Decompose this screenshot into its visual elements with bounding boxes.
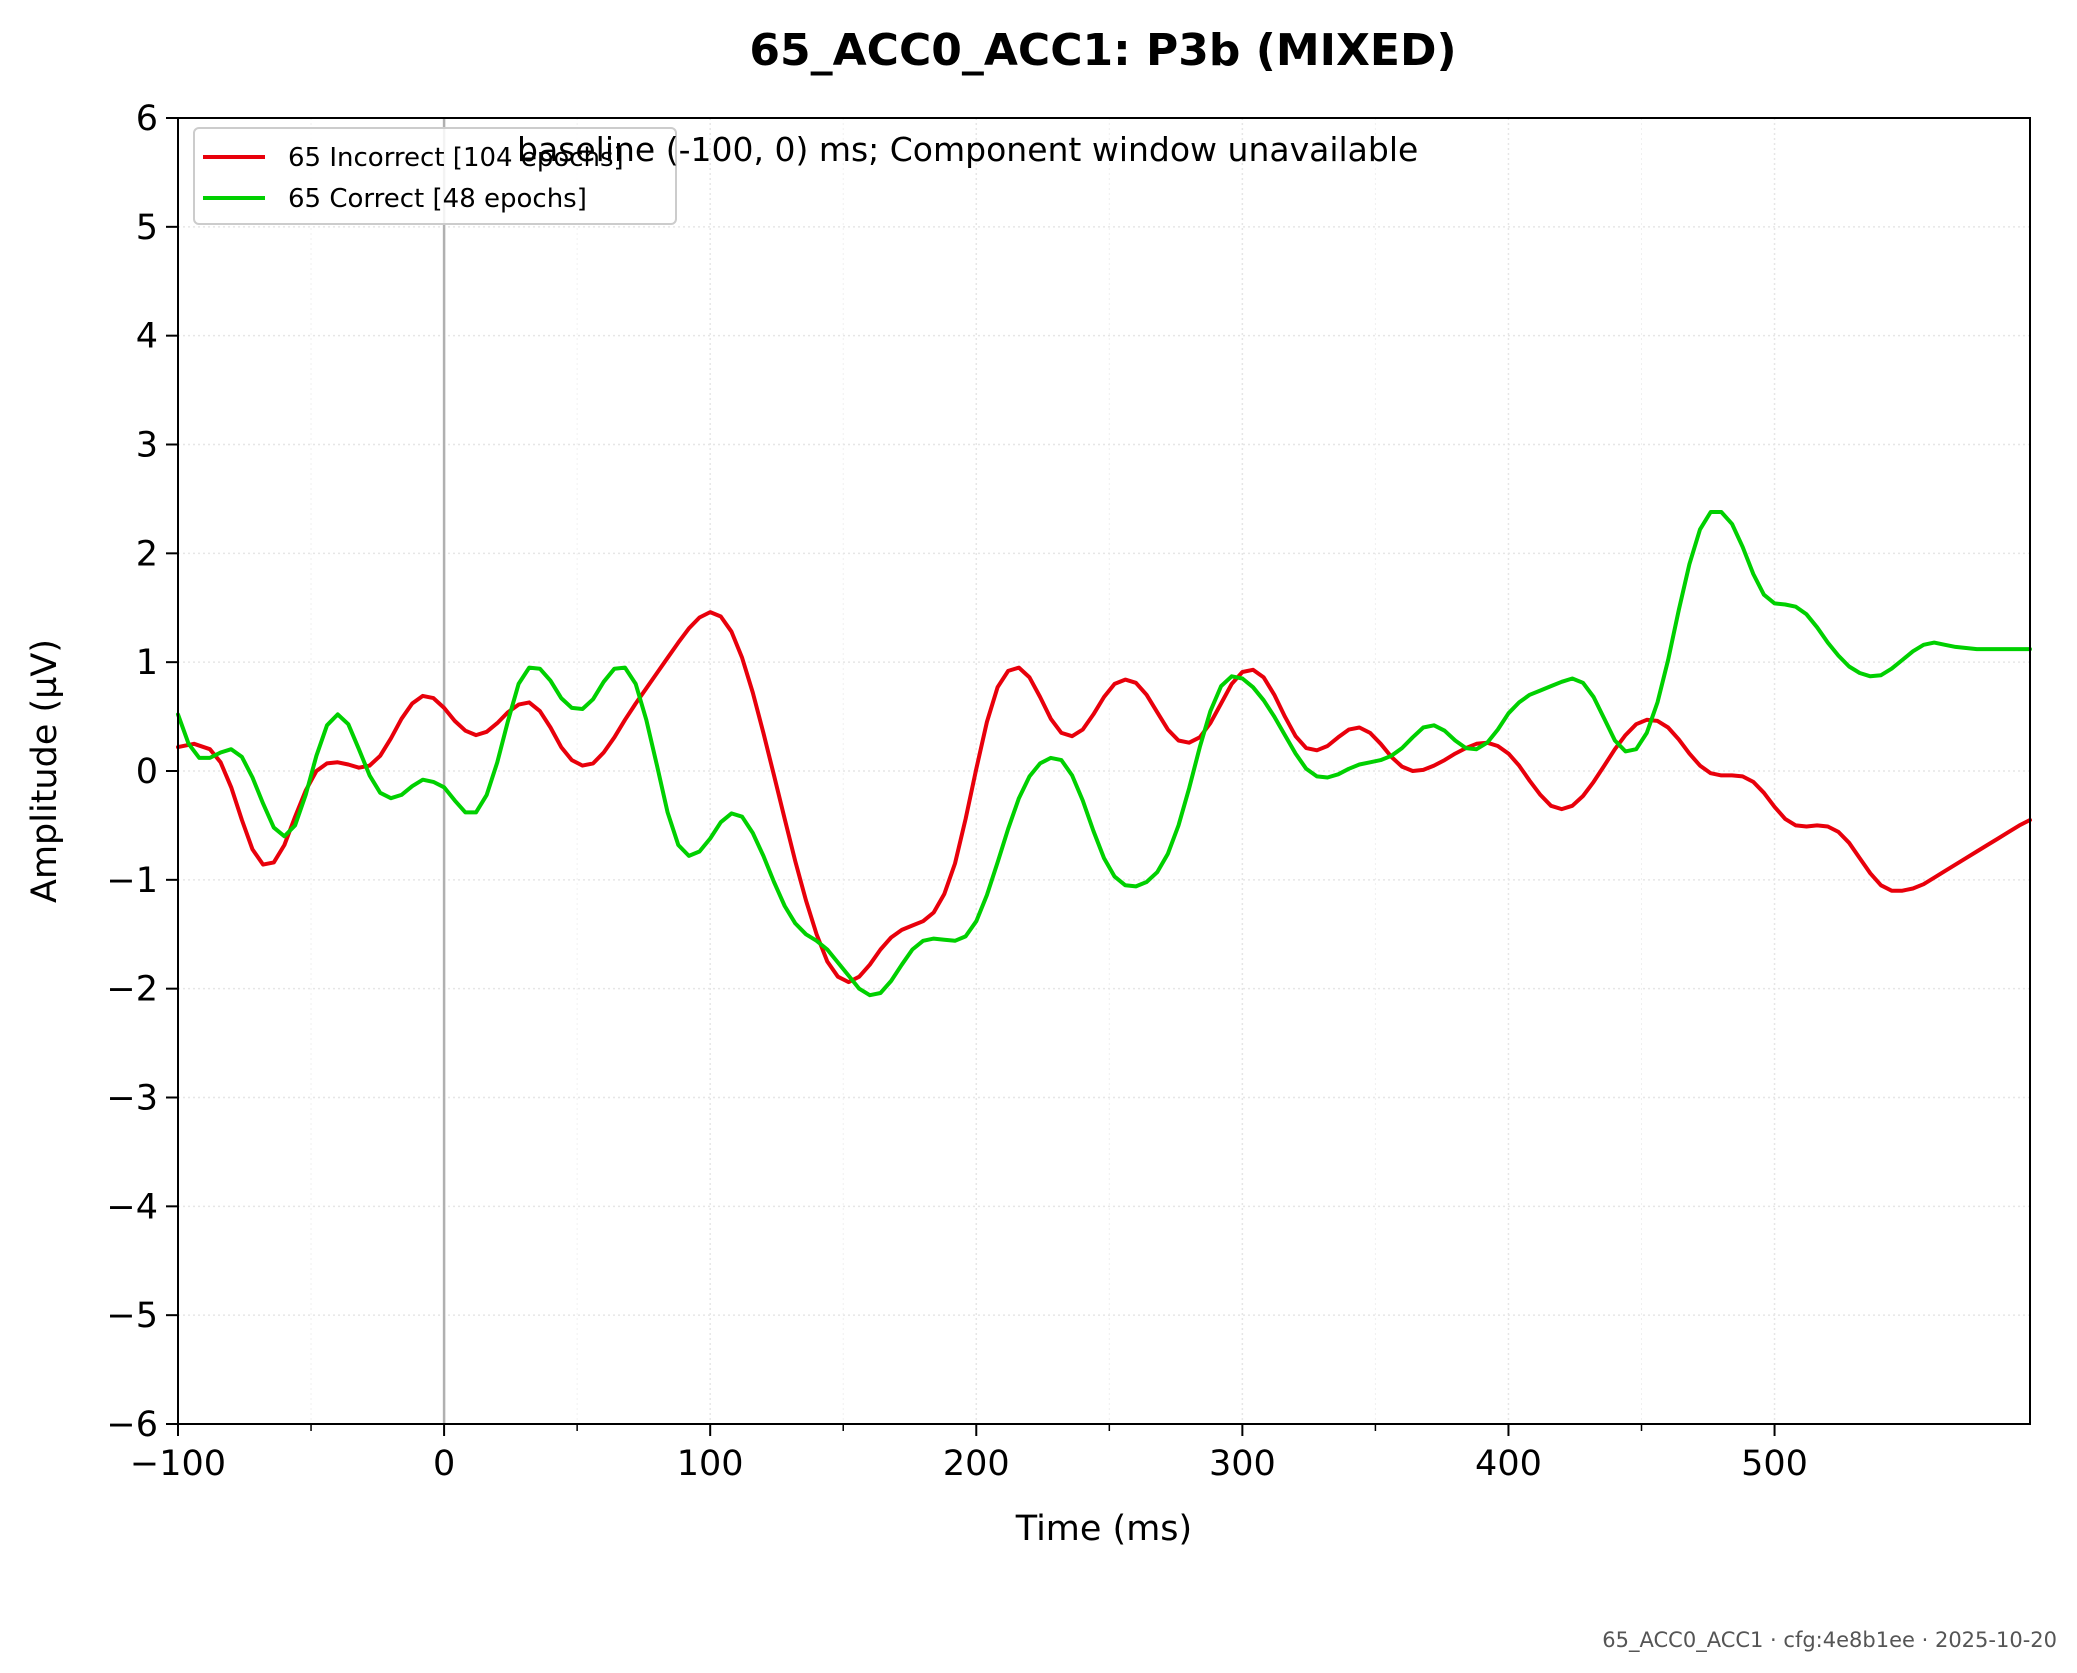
y-tick-label: 3 bbox=[136, 426, 158, 466]
legend: 65 Incorrect [104 epochs] 65 Correct [48… bbox=[193, 127, 677, 225]
x-tick-label: 0 bbox=[433, 1444, 455, 1484]
y-tick-label: −1 bbox=[106, 861, 158, 901]
y-tick-label: 6 bbox=[136, 99, 158, 139]
y-axis-label: Amplitude (µV) bbox=[25, 639, 65, 903]
axis-ticks: −100 0 100 200 300 400 500 −6 −5 −4 −3 −2 −1 0 1 2 3 4 5 6 bbox=[106, 99, 1808, 1484]
y-tick-label: −5 bbox=[106, 1296, 158, 1336]
y-tick-label: 4 bbox=[136, 317, 158, 357]
y-tick-label: −2 bbox=[106, 970, 158, 1010]
x-tick-label: 200 bbox=[943, 1444, 1010, 1484]
y-tick-label: 0 bbox=[136, 752, 158, 792]
footer-text: 65_ACC0_ACC1 · cfg:4e8b1ee · 2025-10-20 bbox=[1602, 1628, 2057, 1653]
x-axis-label: Time (ms) bbox=[1015, 1509, 1192, 1549]
y-tick-label: −6 bbox=[106, 1405, 158, 1445]
baseline-annotation: baseline (-100, 0) ms; Component window … bbox=[517, 130, 1418, 169]
series-line-incorrect bbox=[176, 610, 2032, 985]
legend-label-incorrect: 65 Incorrect [104 epochs] bbox=[288, 143, 624, 173]
y-tick-label: −4 bbox=[106, 1187, 158, 1227]
x-tick-label: 400 bbox=[1475, 1444, 1542, 1484]
y-tick-label: 1 bbox=[136, 643, 158, 683]
legend-box bbox=[193, 127, 677, 225]
legend-label-correct: 65 Correct [48 epochs] bbox=[288, 184, 587, 214]
chart-title: 65_ACC0_ACC1: P3b (MIXED) bbox=[749, 25, 1456, 76]
series-line-correct bbox=[176, 510, 2032, 998]
x-tick-label: 500 bbox=[1741, 1444, 1808, 1484]
series-layer bbox=[176, 510, 2032, 998]
y-tick-label: 5 bbox=[136, 208, 158, 248]
x-tick-label: −100 bbox=[130, 1444, 226, 1484]
y-tick-label: −3 bbox=[106, 1079, 158, 1119]
x-tick-label: 300 bbox=[1209, 1444, 1276, 1484]
y-tick-label: 2 bbox=[136, 534, 158, 574]
x-tick-label: 100 bbox=[677, 1444, 744, 1484]
